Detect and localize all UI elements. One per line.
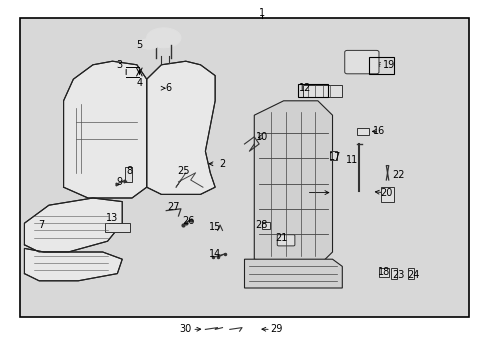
- Text: 29: 29: [269, 324, 282, 334]
- Text: 17: 17: [328, 152, 341, 162]
- Polygon shape: [254, 101, 332, 266]
- Text: 25: 25: [177, 166, 189, 176]
- Text: 22: 22: [391, 170, 404, 180]
- Ellipse shape: [146, 28, 181, 48]
- Text: 19: 19: [382, 60, 394, 70]
- Bar: [378, 268, 388, 277]
- Bar: [368, 57, 393, 74]
- Text: 14: 14: [208, 249, 221, 259]
- Text: 7: 7: [39, 220, 44, 230]
- Text: 9: 9: [117, 177, 122, 187]
- Text: 26: 26: [182, 216, 194, 226]
- Text: 27: 27: [167, 202, 180, 212]
- Text: 28: 28: [255, 220, 267, 230]
- Bar: [407, 268, 413, 279]
- Polygon shape: [63, 61, 146, 198]
- Bar: [329, 151, 337, 160]
- Bar: [356, 128, 368, 135]
- Bar: [105, 223, 129, 232]
- FancyBboxPatch shape: [277, 235, 294, 246]
- Text: 11: 11: [345, 155, 358, 165]
- Text: 6: 6: [165, 83, 171, 93]
- Bar: [261, 222, 270, 229]
- Text: 12: 12: [299, 83, 311, 93]
- Text: 30: 30: [179, 324, 192, 334]
- Bar: [124, 167, 132, 182]
- Polygon shape: [146, 61, 215, 194]
- Ellipse shape: [139, 39, 159, 49]
- Text: 16: 16: [372, 126, 385, 136]
- Bar: [303, 85, 342, 97]
- Text: 2: 2: [219, 159, 225, 169]
- Bar: [390, 268, 396, 279]
- Text: 24: 24: [406, 270, 419, 280]
- Text: 21: 21: [274, 233, 287, 243]
- Text: 3: 3: [117, 60, 122, 70]
- Text: 13: 13: [106, 213, 119, 223]
- Text: 1: 1: [258, 8, 264, 18]
- Text: 20: 20: [379, 188, 392, 198]
- FancyBboxPatch shape: [344, 50, 378, 74]
- Text: 15: 15: [208, 222, 221, 232]
- Text: 23: 23: [391, 270, 404, 280]
- Text: 4: 4: [136, 78, 142, 88]
- Text: 18: 18: [377, 267, 389, 277]
- Polygon shape: [24, 198, 122, 252]
- Polygon shape: [24, 248, 122, 281]
- Text: 8: 8: [126, 166, 132, 176]
- Text: 5: 5: [136, 40, 142, 50]
- Bar: [20, 18, 468, 317]
- Text: 10: 10: [255, 132, 267, 142]
- Polygon shape: [244, 259, 342, 288]
- Bar: [298, 84, 327, 97]
- Bar: [381, 187, 393, 202]
